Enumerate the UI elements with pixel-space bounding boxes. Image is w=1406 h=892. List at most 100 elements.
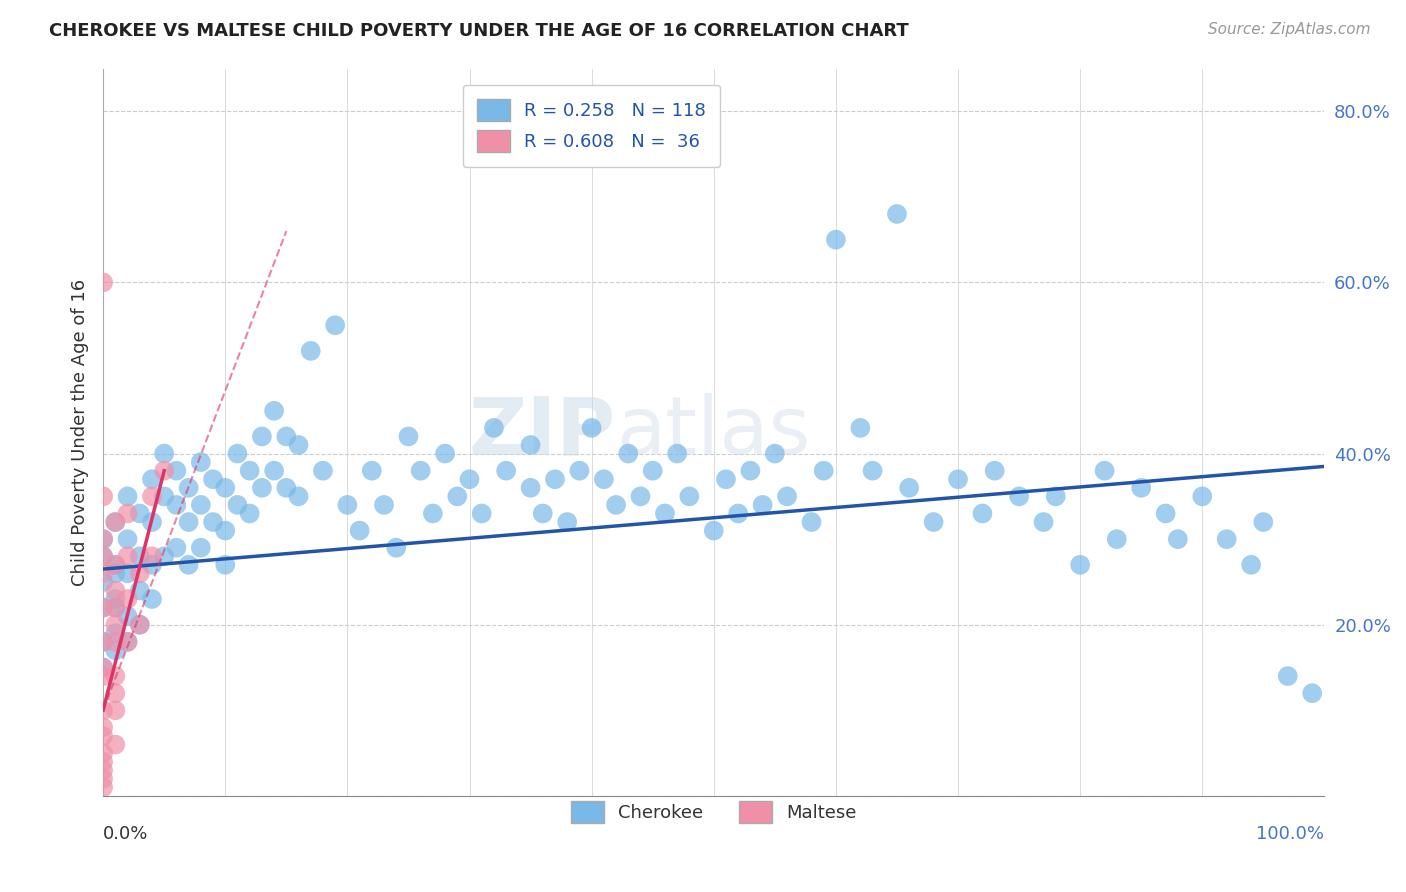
Point (177, 558, 200, 572)
Point (751, 498, 773, 512)
Point (91, 549, 114, 564)
Point (104, 669, 127, 683)
Point (214, 524, 236, 538)
Point (214, 481, 236, 495)
Point (886, 207, 908, 221)
Point (91, 276, 114, 290)
Point (287, 438, 309, 452)
Point (128, 549, 150, 564)
Point (250, 429, 273, 443)
Text: Source: ZipAtlas.com: Source: ZipAtlas.com (1208, 22, 1371, 37)
Point (1191, 489, 1213, 503)
Point (983, 464, 1005, 478)
Point (727, 507, 749, 521)
Point (104, 643, 127, 657)
Point (190, 498, 212, 512)
Point (104, 558, 127, 572)
Point (398, 429, 420, 443)
Point (104, 617, 127, 632)
Point (972, 507, 994, 521)
Point (165, 541, 187, 555)
Point (1094, 464, 1116, 478)
Point (654, 507, 676, 521)
Point (471, 507, 494, 521)
Y-axis label: Child Poverty Under the Age of 16: Child Poverty Under the Age of 16 (72, 278, 89, 586)
Point (104, 600, 127, 615)
Point (1130, 481, 1153, 495)
Point (128, 583, 150, 598)
Point (555, 515, 578, 529)
Point (276, 481, 298, 495)
Point (531, 507, 554, 521)
Point (117, 609, 139, 624)
Point (153, 489, 176, 503)
Text: ZIP: ZIP (468, 393, 616, 471)
Point (373, 498, 395, 512)
Text: 100.0%: 100.0% (1257, 825, 1324, 843)
Point (141, 549, 163, 564)
Point (141, 515, 163, 529)
Point (250, 481, 273, 495)
Point (214, 558, 236, 572)
Point (91, 772, 114, 786)
Point (1032, 515, 1054, 529)
Point (360, 464, 382, 478)
Point (104, 558, 127, 572)
Point (91, 574, 114, 589)
Point (813, 464, 835, 478)
Point (91, 660, 114, 674)
Point (104, 738, 127, 752)
Point (141, 558, 163, 572)
Point (153, 446, 176, 460)
Point (312, 464, 335, 478)
Point (434, 446, 457, 460)
Point (1240, 558, 1263, 572)
Point (263, 404, 285, 418)
Point (91, 600, 114, 615)
Point (849, 421, 872, 435)
Point (91, 635, 114, 649)
Point (117, 592, 139, 607)
Point (104, 635, 127, 649)
Point (605, 498, 627, 512)
Point (568, 464, 591, 478)
Point (862, 464, 884, 478)
Point (678, 489, 700, 503)
Point (714, 472, 737, 486)
Point (104, 703, 127, 717)
Point (128, 617, 150, 632)
Point (544, 472, 567, 486)
Point (446, 489, 468, 503)
Point (177, 515, 200, 529)
Point (177, 481, 200, 495)
Point (1277, 669, 1299, 683)
Point (128, 507, 150, 521)
Point (117, 532, 139, 546)
Point (202, 472, 225, 486)
Point (299, 343, 322, 358)
Point (91, 532, 114, 546)
Point (287, 489, 309, 503)
Point (104, 600, 127, 615)
Point (117, 549, 139, 564)
Point (117, 507, 139, 521)
Point (825, 233, 848, 247)
Point (409, 464, 432, 478)
Point (1167, 532, 1189, 546)
Point (91, 720, 114, 734)
Point (422, 507, 444, 521)
Point (104, 626, 127, 640)
Point (91, 549, 114, 564)
Legend: Cherokee, Maltese: Cherokee, Maltese (557, 787, 870, 838)
Point (1253, 515, 1275, 529)
Point (581, 421, 603, 435)
Point (349, 524, 371, 538)
Point (91, 729, 114, 743)
Point (91, 635, 114, 649)
Point (104, 583, 127, 598)
Point (91, 660, 114, 674)
Point (666, 446, 689, 460)
Point (617, 446, 640, 460)
Point (91, 489, 114, 503)
Point (1008, 489, 1031, 503)
